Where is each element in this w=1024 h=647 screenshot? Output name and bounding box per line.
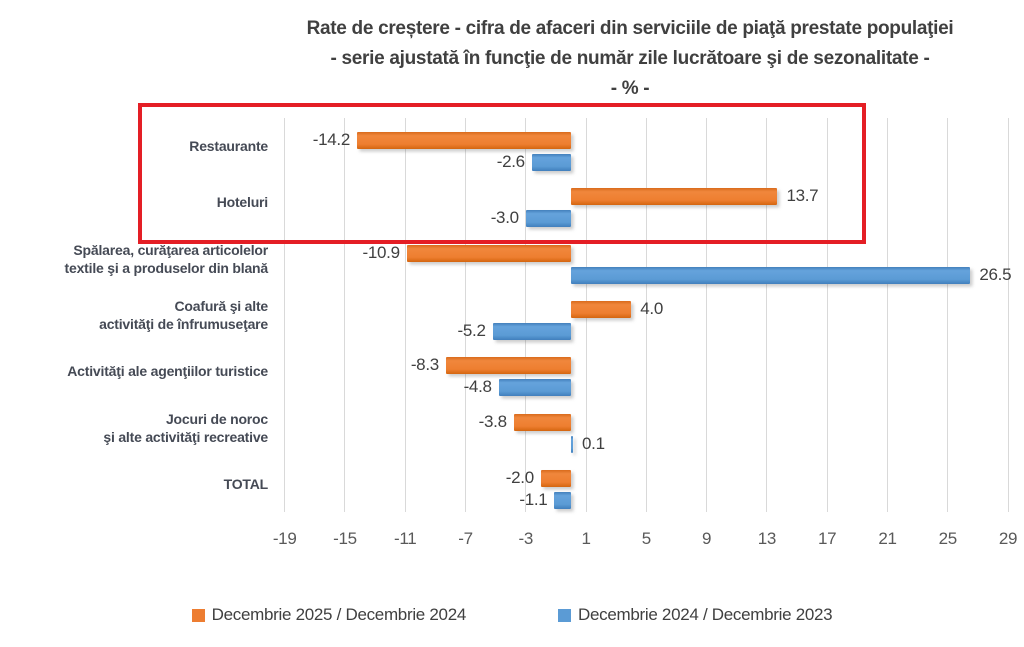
bar-value-label: -2.0 bbox=[505, 467, 534, 487]
bar-value-label: -2.6 bbox=[496, 152, 525, 171]
chart-title: Rate de creștere - cifra de afaceri din … bbox=[225, 14, 1024, 104]
category-label-line: Restaurante bbox=[189, 138, 268, 155]
bar-value-label: -3.0 bbox=[490, 208, 519, 228]
category-label-4: Activităţi ale agenţiilor turistice bbox=[0, 343, 268, 399]
bar-orange-3 bbox=[571, 300, 632, 318]
x-tick-9: 9 bbox=[702, 529, 712, 548]
legend-item-series1: Decembrie 2024 / Decembrie 2023 bbox=[558, 605, 833, 625]
gridline--7 bbox=[465, 118, 466, 512]
legend-label-series0: Decembrie 2025 / Decembrie 2024 bbox=[211, 605, 467, 624]
bar-value-label: 4.0 bbox=[640, 298, 663, 318]
x-tick--15: -15 bbox=[333, 529, 357, 548]
category-label-line: TOTAL bbox=[223, 475, 269, 492]
gridline--3 bbox=[525, 118, 527, 512]
bar-blue-1 bbox=[525, 210, 571, 228]
x-tick--3: -3 bbox=[518, 529, 534, 548]
x-tick--19: -19 bbox=[272, 529, 297, 548]
chart-title-line1: Rate de creștere - cifra de afaceri din … bbox=[306, 18, 954, 39]
bar-blue-4 bbox=[498, 379, 571, 397]
bar-value-label: -10.9 bbox=[362, 242, 400, 262]
category-label-0: Restaurante bbox=[0, 118, 268, 174]
bar-value-label: -1.1 bbox=[519, 489, 548, 509]
category-label-5: Jocuri de noroc şi alte activităţi recrea… bbox=[0, 400, 268, 456]
x-tick-17: 17 bbox=[818, 529, 837, 548]
x-tick-5: 5 bbox=[641, 529, 651, 548]
category-label-line: Jocuri de noroc bbox=[165, 410, 268, 427]
category-label-6: TOTAL bbox=[0, 456, 269, 512]
x-tick-21: 21 bbox=[878, 529, 897, 548]
chart-title-unit: - % - bbox=[610, 78, 650, 99]
bar-value-label: 0.1 bbox=[582, 433, 605, 453]
highlight-box bbox=[138, 103, 866, 244]
bar-value-label: 13.7 bbox=[786, 186, 819, 206]
x-tick--11: -11 bbox=[394, 529, 417, 548]
gridline-9 bbox=[706, 118, 708, 512]
category-label-line: Activităţi ale agenţiilor turistice bbox=[67, 363, 268, 380]
x-tick-25: 25 bbox=[938, 529, 958, 548]
legend-swatch-blue bbox=[558, 608, 571, 622]
x-tick-13: 13 bbox=[757, 529, 777, 548]
category-label-3: Coafură şi alte activităţi de înfrumuseţa… bbox=[0, 287, 268, 343]
bar-value-label: -5.2 bbox=[457, 320, 486, 340]
gridline-21 bbox=[886, 118, 888, 512]
gridline--11 bbox=[404, 118, 406, 512]
bar-blue-6 bbox=[554, 491, 571, 509]
x-tick-1: 1 bbox=[581, 529, 591, 548]
gridline-17 bbox=[826, 118, 828, 512]
gridline-25 bbox=[947, 118, 949, 512]
legend-item-series0: Decembrie 2025 / Decembrie 2024 bbox=[191, 605, 467, 625]
legend-label-series1: Decembrie 2024 / Decembrie 2023 bbox=[578, 605, 833, 624]
bar-value-label: -4.8 bbox=[463, 377, 492, 397]
bar-value-label: -3.8 bbox=[478, 411, 507, 431]
category-label-2: Spălarea, curăţarea articolelor textile ş… bbox=[0, 231, 269, 287]
bar-value-label: 26.5 bbox=[979, 264, 1012, 284]
category-label-line: activităţi de înfrumuseţare bbox=[99, 316, 268, 333]
bar-orange-0 bbox=[357, 132, 571, 149]
category-label-line: şi alte activităţi recreative bbox=[103, 428, 268, 445]
bar-blue-2 bbox=[571, 266, 971, 284]
bar-orange-4 bbox=[445, 357, 571, 375]
gridline-13 bbox=[766, 118, 768, 512]
bar-value-label: -14.2 bbox=[312, 130, 351, 149]
legend: Decembrie 2025 / Decembrie 2024 Decembri… bbox=[0, 605, 1024, 625]
bar-blue-5 bbox=[571, 435, 573, 453]
gridline--15 bbox=[344, 118, 346, 512]
bar-orange-1 bbox=[571, 188, 778, 206]
gridline--19 bbox=[284, 118, 286, 512]
bar-blue-0 bbox=[531, 154, 571, 171]
category-label-line: Hoteluri bbox=[216, 194, 268, 211]
x-tick--7: -7 bbox=[458, 529, 473, 548]
category-label-line: Coafură şi alte bbox=[174, 298, 269, 315]
category-label-1: Hoteluri bbox=[0, 174, 268, 230]
x-tick-29: 29 bbox=[998, 529, 1018, 548]
category-label-line: textile şi a produselor din blană bbox=[64, 259, 269, 276]
gridline-5 bbox=[645, 118, 647, 512]
bar-blue-3 bbox=[492, 322, 571, 340]
bar-value-label: -8.3 bbox=[410, 355, 439, 375]
legend-swatch-orange bbox=[191, 608, 205, 622]
gridline-29 bbox=[1007, 118, 1009, 512]
category-label-line: Spălarea, curăţarea articolelor bbox=[73, 241, 268, 258]
bar-orange-2 bbox=[406, 244, 571, 262]
chart-title-line2: - serie ajustată în funcţie de număr zil… bbox=[330, 48, 930, 69]
bar-orange-5 bbox=[513, 413, 571, 431]
bar-orange-6 bbox=[540, 469, 571, 487]
